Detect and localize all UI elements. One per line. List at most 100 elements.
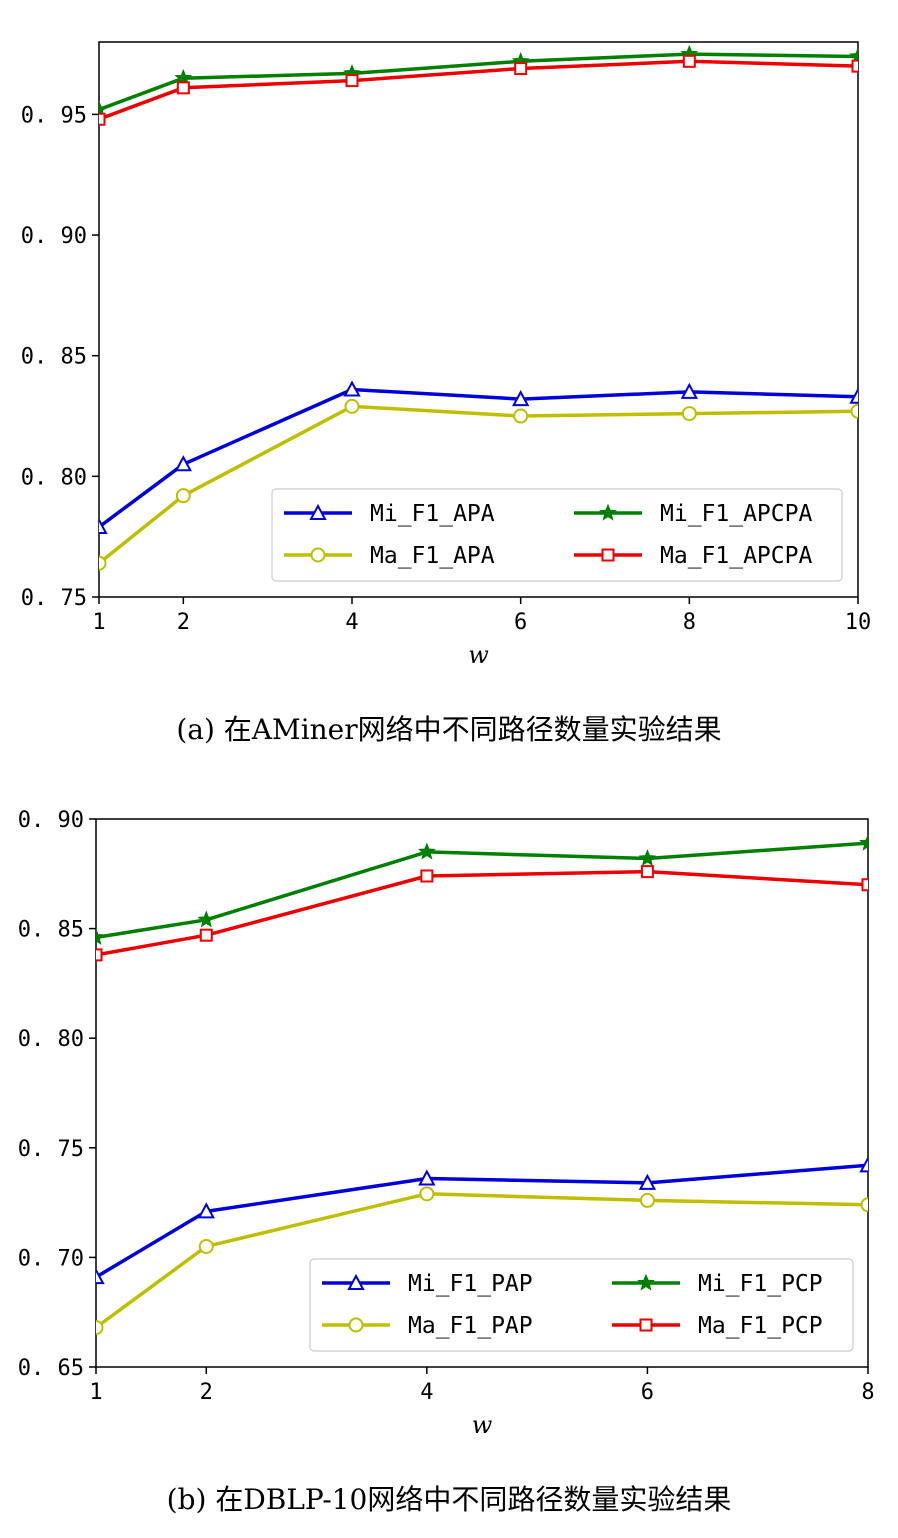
- legend-marker: [347, 1273, 365, 1290]
- x-axis-label: w: [472, 1411, 493, 1439]
- data-point: [680, 382, 699, 399]
- data-point: [99, 112, 106, 126]
- legend-label: Mi_F1_PCP: [698, 1271, 823, 1297]
- x-tick-label: 2: [200, 1380, 213, 1405]
- data-point: [199, 928, 213, 942]
- legend-label: Mi_F1_APA: [370, 501, 495, 527]
- plot-frame: [95, 818, 869, 1368]
- y-tick-label: 0. 85: [21, 345, 87, 370]
- data-point: [640, 865, 654, 879]
- data-point: [418, 1169, 436, 1186]
- legend-label: Ma_F1_APCPA: [660, 543, 812, 569]
- x-tick-label: 8: [861, 1380, 874, 1405]
- y-tick-label: 0. 85: [18, 918, 84, 943]
- legend-marker: [601, 548, 615, 562]
- data-point: [345, 74, 359, 88]
- data-point: [851, 59, 858, 73]
- data-point: [638, 1173, 657, 1190]
- legend-box: [309, 1258, 854, 1352]
- data-point: [417, 842, 436, 860]
- series-Ma_F1_PCP: [96, 865, 868, 962]
- data-point: [174, 455, 193, 472]
- x-tick-label: 2: [177, 610, 190, 635]
- y-tick-label: 0. 90: [18, 808, 84, 833]
- x-tick-label: 1: [92, 610, 105, 635]
- data-point: [197, 910, 216, 928]
- legend-marker: [310, 547, 326, 563]
- y-tick-label: 0. 90: [21, 224, 87, 249]
- legend-label: Mi_F1_PAP: [408, 1271, 533, 1297]
- series-Mi_F1_APCPA: [99, 44, 858, 118]
- legend-label: Ma_F1_PAP: [408, 1313, 533, 1339]
- series-line: [96, 869, 868, 957]
- data-point: [861, 878, 868, 892]
- legend-label: Ma_F1_APA: [370, 543, 495, 569]
- legend-marker: [599, 503, 617, 521]
- x-tick-label: 8: [683, 610, 696, 635]
- data-point: [681, 406, 697, 422]
- data-point: [96, 1320, 104, 1336]
- data-point: [96, 1268, 105, 1285]
- caption-b: (b) 在DBLP-10网络中不同路径数量实验结果: [166, 1483, 732, 1516]
- data-point: [511, 390, 530, 407]
- x-tick-label: 4: [420, 1380, 433, 1405]
- data-point: [860, 1197, 868, 1213]
- data-point: [639, 1192, 655, 1208]
- y-tick-label: 0. 65: [18, 1356, 84, 1381]
- y-tick-label: 0. 75: [18, 1137, 84, 1162]
- data-point: [419, 1186, 435, 1202]
- series-line: [96, 841, 868, 940]
- series-line: [99, 52, 858, 112]
- chart-a: 0. 75 0. 80 0. 85 0. 90 0. 95 1 2 4 6 8 10 w Mi_F1_A…: [21, 41, 872, 669]
- data-point: [849, 387, 858, 404]
- x-axis-label: w: [468, 641, 489, 669]
- legend-label: Ma_F1_PCP: [698, 1313, 823, 1339]
- series-Mi_F1_APA: [99, 380, 858, 535]
- data-point: [197, 1202, 215, 1219]
- legend-marker: [637, 1273, 655, 1291]
- series-Mi_F1_PCP: [96, 833, 868, 945]
- x-tick-label: 10: [845, 610, 872, 635]
- data-point: [96, 948, 103, 962]
- series-Mi_F1_PAP: [96, 1156, 868, 1285]
- data-point: [420, 869, 434, 883]
- series-Ma_F1_APA: [99, 398, 858, 571]
- series-line: [99, 59, 858, 121]
- data-point: [198, 1238, 214, 1254]
- data-point: [175, 488, 191, 504]
- series-line: [99, 404, 858, 565]
- caption-a: (a) 在AMiner网络中不同路径数量实验结果: [176, 713, 722, 746]
- legend-marker: [309, 503, 327, 520]
- legend-marker: [639, 1318, 653, 1332]
- y-tick-label: 0. 80: [21, 465, 87, 490]
- data-point: [638, 849, 657, 866]
- data-point: [96, 928, 105, 945]
- data-point: [176, 81, 190, 95]
- figure-b: 0. 65 0. 70 0. 75 0. 80 0. 85 0. 90 1 2 4 6 8 w Mi_F…: [0, 770, 898, 1538]
- y-tick-label: 0. 95: [21, 103, 87, 128]
- data-point: [859, 1156, 868, 1173]
- data-point: [513, 408, 529, 424]
- data-point: [859, 833, 868, 851]
- legend-marker: [348, 1317, 364, 1333]
- x-tick-label: 4: [345, 610, 358, 635]
- data-point: [343, 380, 361, 397]
- x-tick-label: 6: [514, 610, 527, 635]
- series-Ma_F1_PAP: [96, 1186, 868, 1336]
- y-tick-label: 0. 80: [18, 1027, 84, 1052]
- data-point: [99, 555, 107, 571]
- data-point: [344, 398, 360, 414]
- series-line: [99, 387, 858, 529]
- y-tick-label: 0. 75: [21, 586, 87, 611]
- legend-box: [271, 488, 843, 582]
- y-tick-label: 0. 70: [18, 1246, 84, 1271]
- data-point: [99, 100, 108, 118]
- data-point: [682, 54, 696, 68]
- series-Ma_F1_APCPA: [99, 54, 858, 126]
- figure-a: 0. 75 0. 80 0. 85 0. 90 0. 95 1 2 4 6 8 10 w Mi_F1_A…: [0, 0, 898, 760]
- legend-label: Mi_F1_APCPA: [660, 501, 812, 527]
- data-point: [514, 62, 528, 76]
- data-point: [849, 47, 858, 65]
- plot-frame: [98, 41, 859, 598]
- x-tick-label: 6: [641, 1380, 654, 1405]
